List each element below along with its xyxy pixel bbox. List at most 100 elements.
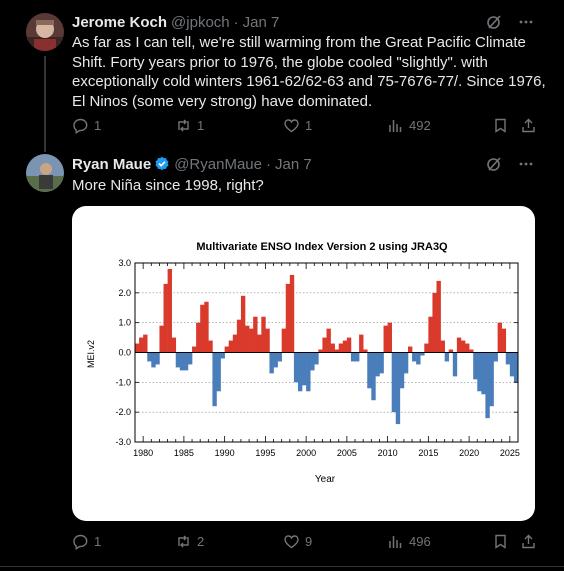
mei-bar [147,352,152,362]
reply-count: 1 [94,534,102,549]
post-date[interactable]: Jan 7 [242,13,280,31]
share-button[interactable] [520,533,537,550]
author-name[interactable]: Ryan Maue [72,155,152,173]
y-tick-label: 1.0 [118,318,131,328]
mei-bar [375,352,380,377]
post-jerome-koch[interactable]: Jerome Koch @jpkoch · Jan 7 As far as I … [0,0,564,150]
mei-bar [183,352,189,371]
mei-bar [346,337,352,353]
reply-count: 1 [94,118,102,133]
like-count: 1 [305,118,313,133]
mei-bar [139,337,144,353]
view-count: 492 [409,118,431,133]
mei-bar [367,352,372,389]
post-ryan-maue[interactable]: Ryan Maue @RyanMaue · Jan 7 More Niña si… [0,150,564,571]
mei-bar [338,343,344,353]
mei-bar [224,346,230,353]
x-tick-label: 2025 [500,448,520,458]
author-name[interactable]: Jerome Koch [72,13,168,31]
reply-button[interactable]: 1 [72,117,101,134]
avatar[interactable] [26,154,64,192]
more-icon[interactable] [518,156,534,175]
repost-count: 2 [197,534,205,549]
author-handle[interactable]: @RyanMaue [174,155,262,173]
mei-bar [273,352,278,368]
mei-bar [253,316,258,353]
mei-bar [212,352,217,407]
post-date[interactable]: Jan 7 [274,155,312,173]
y-tick-label: -3.0 [115,437,131,447]
mei-bar [261,316,266,353]
mei-bar [501,328,507,353]
like-button[interactable]: 1 [283,117,312,134]
enso-chart: Multivariate ENSO Index Version 2 using … [86,241,520,485]
x-tick-label: 1995 [255,448,275,458]
mei-bar [342,340,348,353]
views-button[interactable]: 496 [387,533,431,550]
mei-bar [228,340,234,353]
mei-bar [399,352,405,389]
y-tick-label: 3.0 [118,258,131,268]
mei-bar [460,340,466,353]
reply-button[interactable]: 1 [72,533,101,550]
mei-bar [432,292,437,353]
chart-image-card[interactable]: Multivariate ENSO Index Version 2 using … [72,206,535,521]
bookmark-button[interactable] [492,533,509,550]
x-tick-label: 1980 [133,448,153,458]
separator-dot: · [233,13,239,31]
mei-bar [481,352,486,395]
chart-bars [135,268,519,425]
x-tick-label: 2010 [378,448,398,458]
mei-bar [416,352,421,365]
mei-bar [310,352,315,371]
author-handle[interactable]: @jpkoch [171,13,230,31]
separator-dot: · [265,155,271,173]
chart-axes [134,262,519,443]
mei-bar [155,352,160,365]
mei-bar [277,352,282,362]
more-icon[interactable] [518,14,534,33]
verified-badge-icon [155,156,169,171]
avatar[interactable] [26,13,64,51]
post-header: Jerome Koch @jpkoch · Jan 7 [72,12,279,32]
mei-bar [424,343,429,353]
repost-icon [178,535,189,548]
views-icon [389,536,402,548]
grok-icon[interactable] [486,156,502,175]
post-top-actions [486,14,534,33]
mei-bar [505,352,511,365]
mei-bar [322,337,327,353]
mei-bar [489,352,494,407]
y-tick-label: -2.0 [115,407,131,417]
mei-bar [143,334,148,353]
mei-bar [330,343,335,353]
x-tick-label: 2005 [337,448,357,458]
bookmark-button[interactable] [492,117,509,134]
mei-bar [163,283,168,353]
mei-bar [265,328,270,353]
share-button[interactable] [520,117,537,134]
like-button[interactable]: 9 [283,533,312,550]
repost-button[interactable]: 2 [175,533,204,550]
bookmark-icon [495,534,506,549]
mei-bar [269,352,274,374]
post-action-bar: 1 2 9 496 [72,533,536,553]
x-tick-labels: 1980 1985 1990 1995 2000 2005 2010 2015 2020 2025 [133,448,520,458]
bookmark-icon [495,118,506,133]
post-text: As far as I can tell, we're still warmin… [72,34,546,110]
mei-bar [326,328,331,353]
plot-frame [134,262,519,443]
mei-bar [135,343,140,353]
mei-bar [513,352,519,383]
heart-icon [284,535,299,549]
mei-bar [420,352,425,356]
views-button[interactable]: 492 [387,117,431,134]
mei-bar [436,280,441,353]
grok-icon[interactable] [486,14,502,33]
mei-bar [444,352,450,362]
repost-button[interactable]: 1 [175,117,204,134]
mei-bar [403,352,409,374]
reply-icon [73,118,88,134]
mei-bar [293,352,299,383]
mei-bar [448,349,454,353]
